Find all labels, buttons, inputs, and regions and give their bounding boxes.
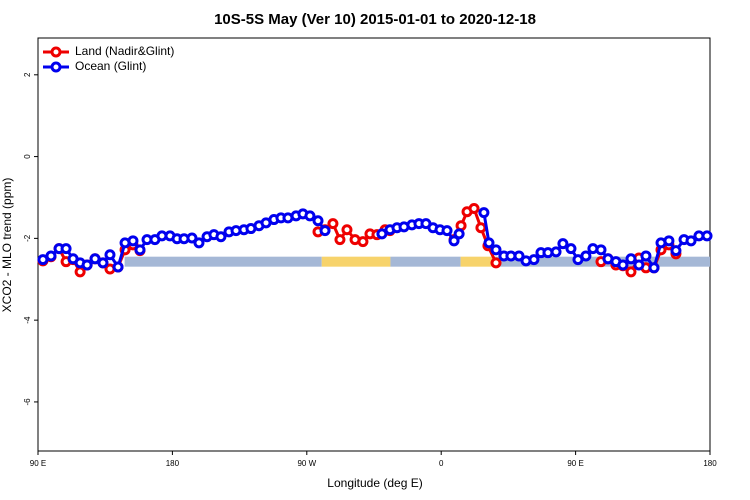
point bbox=[319, 225, 331, 237]
point bbox=[648, 262, 660, 274]
x-tick-label: 90 E bbox=[567, 459, 583, 468]
point bbox=[193, 237, 205, 249]
point bbox=[45, 250, 57, 262]
point bbox=[74, 266, 86, 278]
point bbox=[376, 228, 388, 240]
point bbox=[468, 203, 480, 215]
x-axis-label: Longitude (deg E) bbox=[327, 476, 422, 490]
point bbox=[685, 235, 697, 247]
point bbox=[595, 244, 607, 256]
point bbox=[528, 254, 540, 266]
point bbox=[334, 234, 346, 246]
surface-band bbox=[124, 256, 322, 267]
surface-band bbox=[460, 256, 495, 267]
point bbox=[104, 249, 116, 261]
point bbox=[97, 257, 109, 269]
point bbox=[327, 218, 339, 230]
y-tick-label: -2 bbox=[23, 234, 32, 242]
point bbox=[441, 225, 453, 237]
point bbox=[112, 261, 124, 273]
y-tick-label: -4 bbox=[23, 316, 32, 324]
x-tick-label: 90 E bbox=[30, 459, 46, 468]
point bbox=[89, 253, 101, 265]
point bbox=[633, 259, 645, 271]
point bbox=[490, 244, 502, 256]
chart-title: 10S-5S May (Ver 10) 2015-01-01 to 2020-1… bbox=[214, 11, 536, 28]
point bbox=[134, 244, 146, 256]
point bbox=[341, 224, 353, 236]
point bbox=[557, 238, 569, 250]
x-tick-label: 0 bbox=[439, 459, 444, 468]
point bbox=[357, 236, 369, 248]
point bbox=[127, 235, 139, 247]
legend-label: Ocean (Glint) bbox=[75, 59, 146, 73]
point bbox=[475, 222, 487, 234]
point bbox=[60, 243, 72, 255]
point bbox=[304, 210, 316, 222]
plot-frame bbox=[37, 37, 711, 452]
x-tick-label: 90 W bbox=[297, 459, 316, 468]
x-tick-label: 180 bbox=[703, 459, 717, 468]
point bbox=[701, 230, 713, 242]
x-tick-label: 180 bbox=[166, 459, 180, 468]
point bbox=[663, 235, 675, 247]
point bbox=[625, 266, 637, 278]
point bbox=[478, 207, 490, 219]
y-tick-label: 0 bbox=[23, 154, 32, 159]
point bbox=[513, 250, 525, 262]
y-tick-label: -6 bbox=[23, 398, 32, 406]
point bbox=[640, 250, 652, 262]
y-tick-label: 2 bbox=[23, 72, 32, 77]
legend-marker bbox=[50, 46, 62, 58]
point bbox=[186, 232, 198, 244]
point bbox=[215, 231, 227, 243]
point bbox=[617, 259, 629, 271]
point bbox=[312, 215, 324, 227]
point bbox=[670, 245, 682, 257]
point bbox=[625, 253, 637, 265]
point bbox=[81, 259, 93, 271]
point bbox=[453, 228, 465, 240]
point bbox=[550, 246, 562, 258]
point bbox=[448, 235, 460, 247]
legend-marker bbox=[50, 61, 62, 73]
y-axis-label: XCO2 - MLO trend (ppm) bbox=[0, 178, 14, 313]
point bbox=[565, 243, 577, 255]
surface-band bbox=[321, 256, 391, 267]
legend-label: Land (Nadir&Glint) bbox=[75, 44, 174, 58]
point bbox=[490, 257, 502, 269]
point bbox=[483, 237, 495, 249]
point bbox=[580, 250, 592, 262]
surface-band bbox=[390, 256, 461, 267]
